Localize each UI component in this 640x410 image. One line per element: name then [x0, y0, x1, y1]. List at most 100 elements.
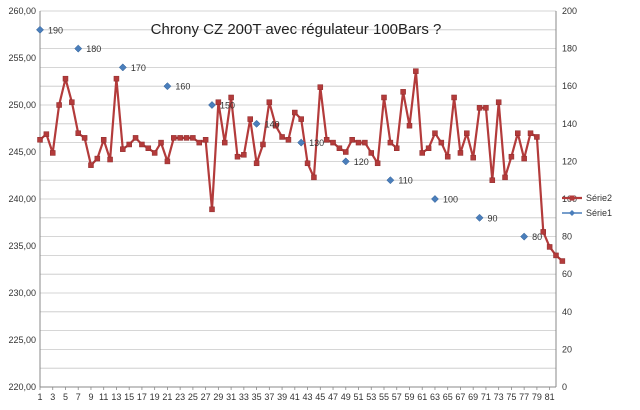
serie2-point	[508, 153, 515, 160]
x-tick-label: 67	[455, 392, 465, 402]
x-tick-label: 61	[417, 392, 427, 402]
serie2-point	[330, 139, 336, 146]
serie2-point	[419, 150, 425, 156]
y-right-tick-label: 160	[562, 81, 577, 91]
x-tick-label: 29	[213, 392, 223, 402]
serie2-point	[94, 155, 101, 162]
serie2-point	[400, 89, 406, 95]
serie2-point	[349, 137, 355, 143]
serie2-point	[534, 134, 540, 140]
series-serie2	[37, 68, 566, 264]
x-tick-label: 81	[545, 392, 555, 402]
y-left-tick-label: 230,00	[8, 288, 36, 298]
legend-serie1-label: Série1	[586, 208, 612, 218]
serie1-point	[520, 232, 529, 241]
serie2-point	[355, 139, 362, 146]
serie2-point	[374, 160, 381, 167]
serie1-point	[74, 44, 83, 53]
legend: Série2 Série1	[562, 193, 612, 218]
serie2-point	[527, 130, 534, 136]
serie2-point	[221, 139, 228, 146]
serie2-point	[515, 130, 521, 136]
serie1-data-label: 180	[86, 44, 101, 54]
x-tick-label: 11	[99, 392, 108, 402]
serie2-point	[132, 135, 139, 141]
serie2-point	[171, 135, 177, 141]
x-tick-label: 19	[150, 392, 160, 402]
serie2-point	[470, 154, 476, 161]
x-tick-label: 21	[162, 392, 172, 402]
serie1-data-label: 160	[175, 82, 190, 92]
x-tick-label: 7	[76, 392, 81, 402]
serie2-point	[553, 252, 559, 259]
serie2-point	[260, 141, 266, 148]
x-tick-label: 77	[519, 392, 529, 402]
x-tick-label: 31	[226, 392, 236, 402]
x-tick-label: 17	[137, 392, 147, 402]
x-tick-label: 25	[188, 392, 198, 402]
x-tick-label: 41	[290, 392, 300, 402]
serie2-point	[362, 139, 368, 146]
serie1-data-label: 90	[488, 213, 498, 223]
y-right-tick-label: 20	[562, 344, 572, 354]
x-tick-label: 73	[494, 392, 504, 402]
serie1-data-label: 190	[48, 25, 63, 35]
serie2-point	[298, 116, 304, 122]
grid	[40, 10, 556, 388]
y-right-tick-label: 200	[562, 6, 577, 16]
serie1-point	[252, 119, 261, 128]
serie2-point	[311, 174, 317, 181]
serie2-point	[285, 137, 292, 143]
serie2-point	[444, 153, 451, 160]
serie2-point	[253, 160, 260, 167]
chart-title: Chrony CZ 200T avec régulateur 100Bars ?	[151, 21, 442, 38]
serie2-point	[368, 150, 375, 156]
y-right-tick-label: 0	[562, 382, 567, 392]
y-right-tick-label: 80	[562, 232, 572, 242]
x-tick-label: 37	[264, 392, 274, 402]
serie2-point	[464, 130, 470, 136]
serie2-point	[323, 137, 330, 143]
x-tick-label: 57	[392, 392, 402, 402]
serie2-point	[546, 244, 553, 250]
y-left-tick-label: 220,00	[8, 382, 36, 392]
serie2-point	[75, 130, 81, 136]
y-left-tick-label: 250,00	[8, 100, 36, 110]
serie2-point	[69, 99, 75, 105]
serie2-point	[56, 102, 62, 108]
serie2-point	[37, 137, 43, 143]
legend-serie2-label: Série2	[586, 193, 612, 203]
serie2-point	[43, 131, 50, 137]
serie2-point	[120, 146, 126, 152]
x-tick-label: 51	[354, 392, 364, 402]
serie2-point	[113, 75, 120, 82]
x-tick-label: 71	[481, 392, 491, 402]
y-right-tick-label: 180	[562, 44, 577, 54]
y-left-tick-label: 245,00	[8, 147, 36, 157]
serie1-data-label: 170	[131, 63, 146, 73]
serie2-point	[209, 206, 215, 213]
x-tick-label: 13	[111, 392, 121, 402]
x-tick-label: 39	[277, 392, 287, 402]
series-serie1: 190 180 170 160 150 140 130 120 110 100 90 80	[36, 25, 542, 242]
serie2-point	[177, 135, 183, 141]
serie2-point	[88, 162, 94, 168]
x-tick-label: 79	[532, 392, 542, 402]
serie2-point	[425, 145, 432, 151]
serie2-point	[241, 152, 247, 158]
serie2-point	[151, 150, 158, 156]
serie1-data-label: 140	[265, 119, 280, 129]
y-right-tick-label: 120	[562, 156, 577, 166]
serie1-data-label: 80	[532, 232, 542, 242]
serie1-point	[118, 63, 127, 72]
serie2-point	[304, 160, 311, 167]
serie2-point	[247, 116, 253, 122]
serie2-point	[183, 135, 190, 141]
serie2-point	[483, 105, 489, 111]
serie2-point	[279, 134, 285, 140]
serie2-point	[266, 99, 273, 105]
serie2-point	[234, 153, 241, 160]
serie2-point	[228, 94, 234, 101]
